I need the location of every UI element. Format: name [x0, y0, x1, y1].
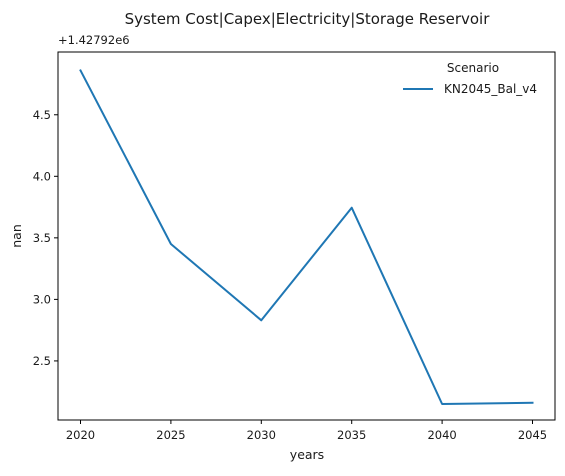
y-tick-label: 2.5 [33, 354, 51, 368]
series-layer [80, 70, 532, 404]
y-tick-label: 4.5 [33, 108, 51, 122]
y-axis: 2.5 3.0 3.5 4.0 4.5 [33, 108, 58, 368]
x-tick-label: 2030 [247, 428, 276, 442]
x-tick-label: 2040 [427, 428, 456, 442]
series-line [81, 70, 533, 404]
y-tick-label: 3.0 [33, 292, 51, 306]
x-axis-label: years [290, 447, 324, 462]
plot-area [58, 52, 555, 420]
x-tick-label: 2045 [518, 428, 547, 442]
legend-entry-label: KN2045_Bal_v4 [444, 82, 537, 96]
x-tick-label: 2035 [337, 428, 366, 442]
y-tick-label: 3.5 [33, 231, 51, 245]
y-axis-label: nan [9, 224, 24, 248]
y-tick-label: 4.0 [33, 169, 51, 183]
y-offset-label: +1.42792e6 [58, 33, 130, 47]
chart-title: System Cost|Capex|Electricity|Storage Re… [125, 10, 491, 28]
legend: Scenario KN2045_Bal_v4 [403, 61, 537, 96]
x-tick-label: 2025 [156, 428, 185, 442]
legend-title: Scenario [447, 61, 499, 75]
x-tick-label: 2020 [66, 428, 95, 442]
x-axis: 2020 2025 2030 2035 2040 2045 [66, 420, 547, 442]
